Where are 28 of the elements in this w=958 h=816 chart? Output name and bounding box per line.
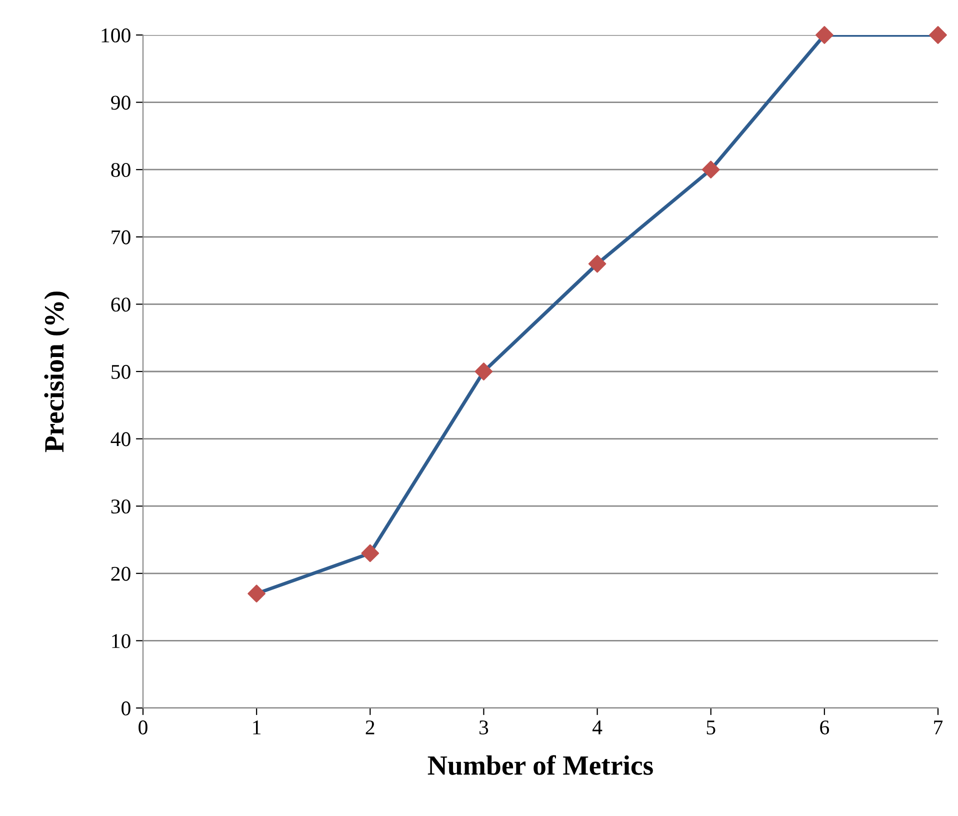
y-tick-label: 90 xyxy=(111,96,130,110)
x-tick-label: 3 xyxy=(480,720,488,734)
x-tick-label: 1 xyxy=(253,720,261,734)
y-tick-label: 100 xyxy=(102,28,130,42)
y-tick-label: 50 xyxy=(112,364,130,379)
y-tick-label: 40 xyxy=(110,432,130,446)
y-tick-label: 20 xyxy=(111,566,130,581)
y-tick-label: 10 xyxy=(112,634,130,648)
x-tick-label: 5 xyxy=(706,720,716,734)
point xyxy=(474,362,493,380)
x-axis-title: Number of Metrics xyxy=(428,755,653,775)
point xyxy=(929,26,947,44)
point xyxy=(588,254,606,273)
y-tick-label: 0 xyxy=(122,701,130,716)
x-tick-label: 2 xyxy=(366,720,374,734)
y-tick-label: 60 xyxy=(111,298,130,312)
y-tick-label: 80 xyxy=(111,162,130,178)
x-tick-label: 0 xyxy=(138,720,148,734)
y-tick-label: 70 xyxy=(112,230,130,244)
point xyxy=(816,26,834,44)
y-axis-title: Precision (%) xyxy=(44,292,70,452)
x-tick-label: 6 xyxy=(820,720,830,734)
x-tick-label: 4 xyxy=(592,720,602,734)
point xyxy=(361,544,380,562)
point xyxy=(702,160,720,179)
y-tick-label: 30 xyxy=(111,499,130,514)
x-tick-label: 7 xyxy=(934,720,943,734)
point xyxy=(248,584,266,602)
